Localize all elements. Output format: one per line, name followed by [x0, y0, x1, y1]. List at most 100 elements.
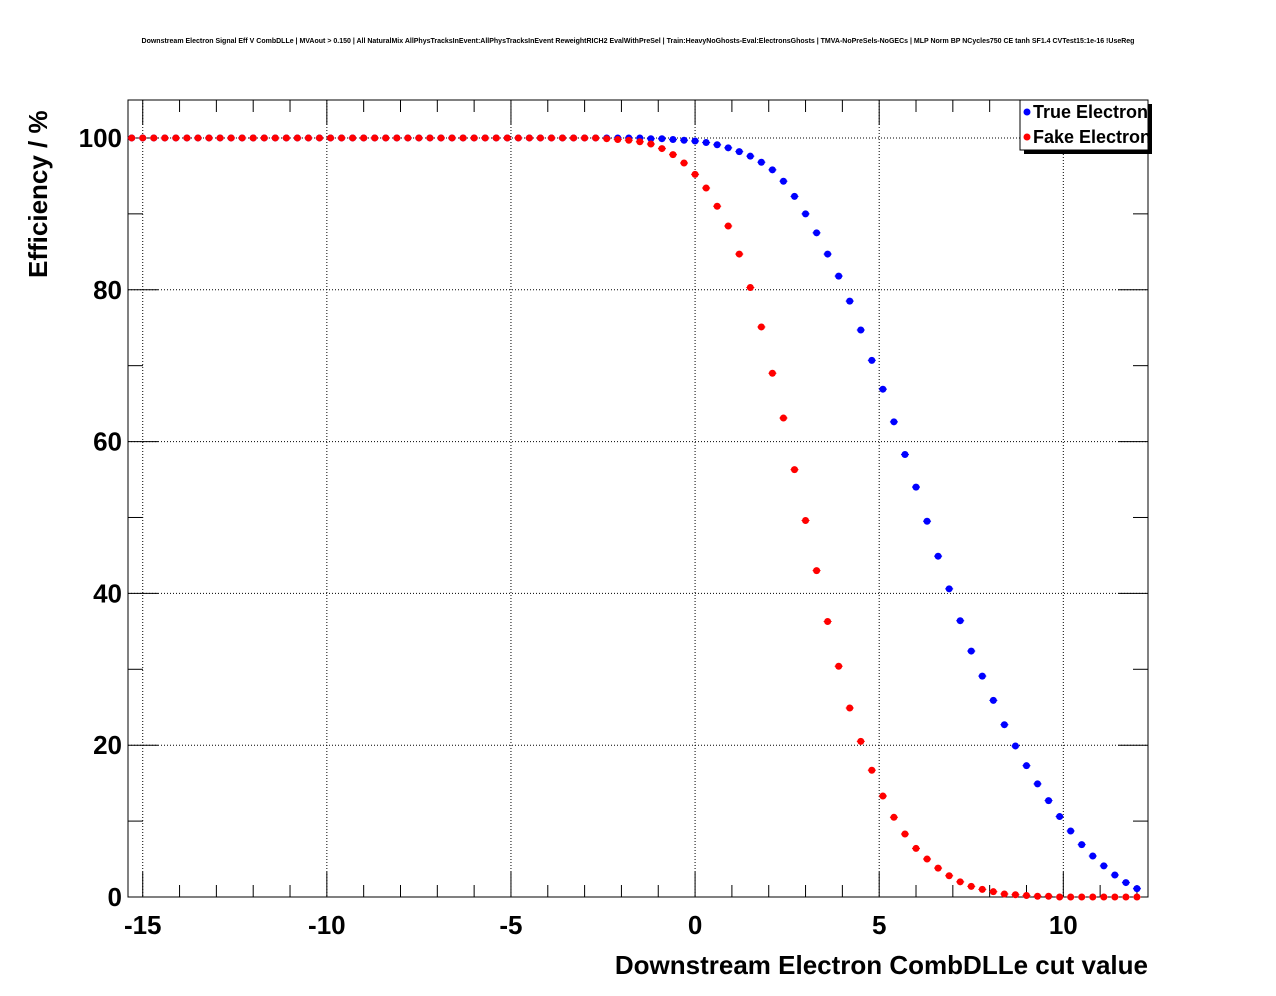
data-point: [802, 210, 810, 218]
data-point: [846, 704, 854, 712]
plot-frame: [127, 99, 1149, 898]
x-tick-label: 10: [1049, 910, 1078, 940]
data-point: [525, 134, 533, 142]
data-point: [1122, 893, 1130, 901]
data-point: [1022, 762, 1030, 770]
x-tick-label: 5: [872, 910, 886, 940]
data-point: [691, 170, 699, 178]
data-point: [989, 888, 997, 896]
legend-box: [1019, 99, 1149, 151]
data-point: [824, 250, 832, 258]
data-point: [1133, 893, 1141, 901]
data-point: [592, 134, 600, 142]
data-point: [492, 134, 500, 142]
data-point: [735, 250, 743, 258]
data-point: [625, 136, 633, 144]
y-tick-label: 0: [108, 882, 122, 912]
data-point: [724, 222, 732, 230]
data-point: [271, 134, 279, 142]
data-point: [868, 356, 876, 364]
data-points: [127, 134, 1141, 901]
data-point: [1034, 780, 1042, 788]
data-point: [260, 134, 268, 142]
data-point: [327, 134, 335, 142]
data-point: [315, 134, 323, 142]
legend-marker-true-electron: [1023, 108, 1031, 116]
data-point: [713, 202, 721, 210]
y-tick-label: 20: [93, 730, 122, 760]
data-point: [139, 134, 147, 142]
data-point: [912, 844, 920, 852]
data-point: [1133, 885, 1141, 893]
data-point: [150, 134, 158, 142]
data-point: [205, 134, 213, 142]
data-point: [293, 134, 301, 142]
data-point: [382, 134, 390, 142]
data-point: [658, 135, 666, 143]
data-point: [768, 166, 776, 174]
data-point: [636, 138, 644, 146]
data-point: [824, 617, 832, 625]
data-point: [304, 134, 312, 142]
legend-marker-fake-electron: [1023, 133, 1031, 141]
data-point: [956, 617, 964, 625]
data-point: [923, 855, 931, 863]
data-point: [1067, 827, 1075, 835]
data-point: [227, 134, 235, 142]
y-tick-label: 60: [93, 427, 122, 457]
data-point: [989, 696, 997, 704]
data-point: [161, 134, 169, 142]
data-point: [967, 882, 975, 890]
data-point: [426, 134, 434, 142]
data-point: [393, 134, 401, 142]
data-point: [1100, 862, 1108, 870]
data-point: [857, 326, 865, 334]
data-point: [1078, 841, 1086, 849]
data-point: [503, 134, 511, 142]
data-point: [879, 792, 887, 800]
data-point: [1000, 890, 1008, 898]
data-point: [790, 192, 798, 200]
x-axis-title: Downstream Electron CombDLLe cut value: [615, 950, 1148, 980]
data-point: [1089, 893, 1097, 901]
data-point: [1045, 797, 1053, 805]
data-point: [669, 135, 677, 143]
data-point: [1000, 721, 1008, 729]
data-point: [514, 134, 522, 142]
data-point: [978, 672, 986, 680]
chart-title: Downstream Electron Signal Eff V CombDLL…: [142, 38, 1135, 45]
data-point: [183, 134, 191, 142]
data-point: [481, 134, 489, 142]
data-point: [194, 134, 202, 142]
data-point: [459, 134, 467, 142]
data-point: [1056, 813, 1064, 821]
data-point: [702, 139, 710, 147]
data-point: [1022, 891, 1030, 899]
data-point: [647, 140, 655, 148]
data-point: [746, 283, 754, 291]
data-point: [746, 152, 754, 160]
data-point: [779, 414, 787, 422]
data-point: [349, 134, 357, 142]
y-axis-title: Efficiency / %: [23, 110, 53, 278]
data-point: [967, 647, 975, 655]
data-point: [658, 145, 666, 153]
data-point: [934, 864, 942, 872]
data-point: [603, 135, 611, 143]
data-point: [536, 134, 544, 142]
data-point: [934, 552, 942, 560]
data-point: [437, 134, 445, 142]
data-point: [901, 830, 909, 838]
data-point: [901, 450, 909, 458]
data-point: [547, 134, 555, 142]
data-point: [1045, 892, 1053, 900]
legend-label-fake-electron: Fake Electron: [1033, 127, 1151, 147]
data-point: [570, 134, 578, 142]
data-point: [868, 766, 876, 774]
x-tick-label: 0: [688, 910, 702, 940]
data-point: [1100, 893, 1108, 901]
data-point: [238, 134, 246, 142]
data-point: [768, 369, 776, 377]
data-point: [448, 134, 456, 142]
